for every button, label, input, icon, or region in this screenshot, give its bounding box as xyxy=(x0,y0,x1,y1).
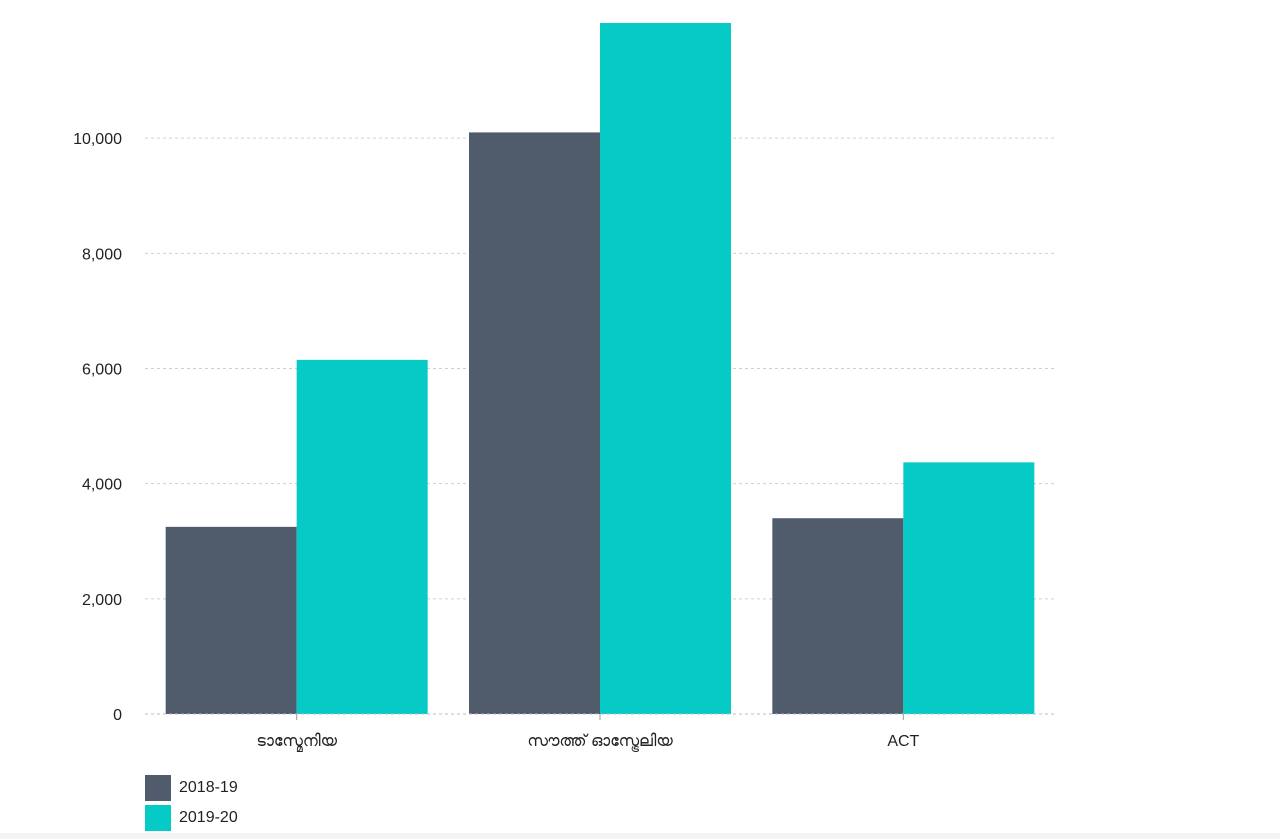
bar-2018-19-2 xyxy=(772,518,904,714)
bar-2018-19-1 xyxy=(469,132,600,715)
y-axis-tick-labels: 0 2,000 4,000 6,000 8,000 10,000 xyxy=(73,131,122,724)
legend: 2018-19 2019-20 xyxy=(145,774,238,834)
bar-chart: 0 2,000 4,000 6,000 8,000 10,000 ടാസ്മേനിയ സൗത… xyxy=(73,23,1055,753)
y-tick-label: 10,000 xyxy=(73,131,122,148)
x-axis: ടാസ്മേനിയ സൗത്ത് ഓസ്ട്രേലിയ ACT xyxy=(145,713,1055,753)
bar-2019-20-2 xyxy=(903,462,1035,714)
y-tick-label: 6,000 xyxy=(82,362,122,379)
legend-swatch-2018-19 xyxy=(145,775,171,801)
y-tick-label: 8,000 xyxy=(82,246,122,263)
legend-item-2018-19: 2018-19 xyxy=(145,774,238,802)
x-category-label: സൗത്ത് ഓസ്ട്രേലിയ xyxy=(527,733,673,753)
legend-label-2018-19: 2018-19 xyxy=(179,779,238,796)
y-tick-label: 2,000 xyxy=(82,592,122,609)
y-tick-label: 0 xyxy=(113,707,122,724)
legend-label-2019-20: 2019-20 xyxy=(179,809,238,826)
legend-item-2019-20: 2019-20 xyxy=(145,804,238,832)
bottom-strip xyxy=(0,833,1280,839)
x-category-label: ACT xyxy=(887,733,919,750)
legend-swatch-2019-20 xyxy=(145,805,171,831)
bar-2019-20-1 xyxy=(600,23,731,714)
bar-2019-20-0 xyxy=(296,359,428,714)
y-tick-label: 4,000 xyxy=(82,477,122,494)
x-category-label: ടാസ്മേനിയ xyxy=(256,733,337,753)
bar-2018-19-0 xyxy=(165,526,297,714)
bars xyxy=(165,23,1035,715)
